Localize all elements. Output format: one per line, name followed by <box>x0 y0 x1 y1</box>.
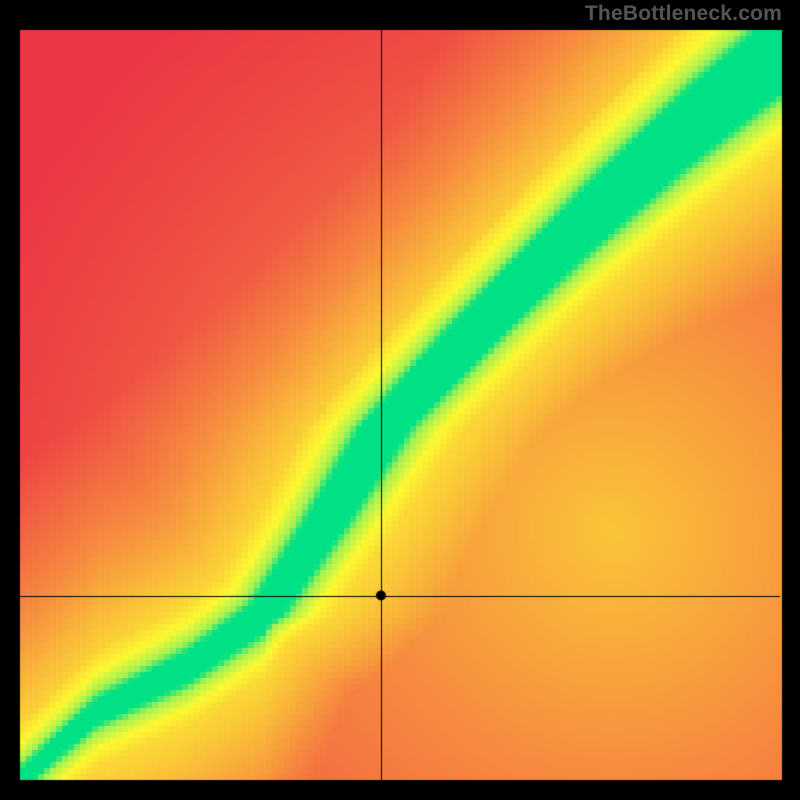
watermark-text: TheBottleneck.com <box>585 2 782 26</box>
heatmap-canvas <box>0 0 800 800</box>
chart-container: TheBottleneck.com <box>0 0 800 800</box>
